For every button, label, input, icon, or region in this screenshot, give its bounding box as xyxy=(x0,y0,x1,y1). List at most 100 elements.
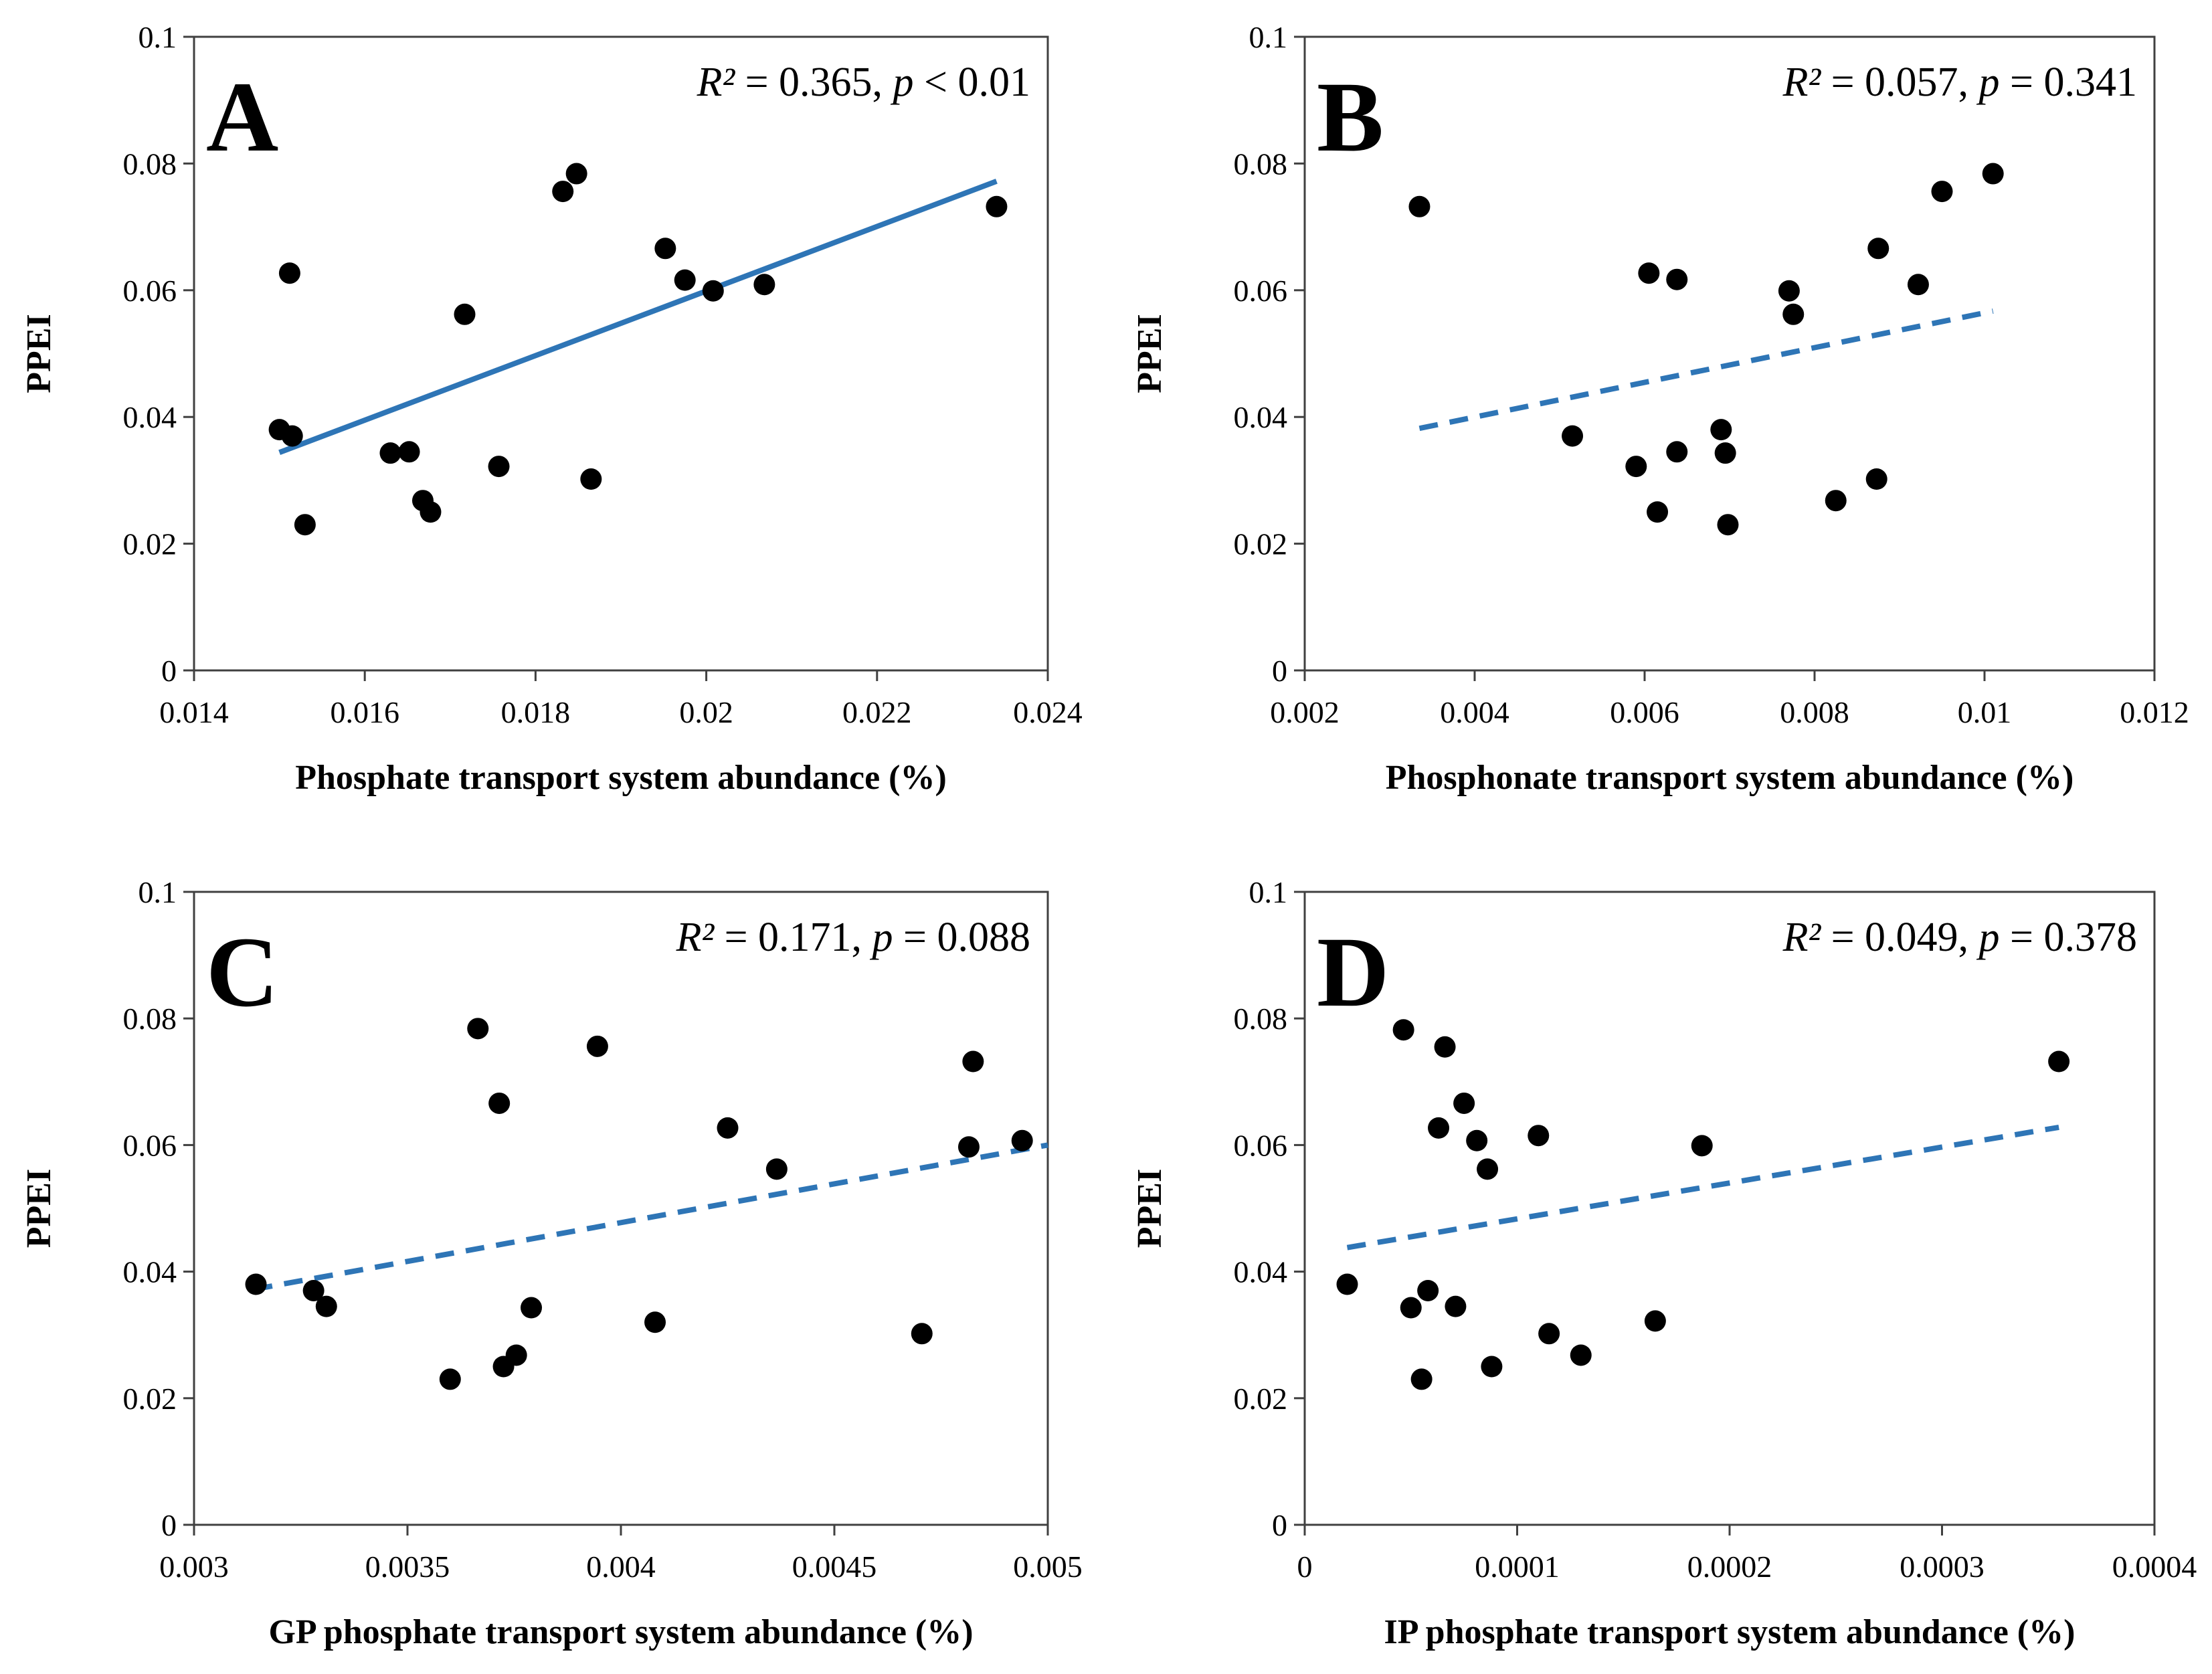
panel-label: D xyxy=(1317,917,1389,1028)
data-point xyxy=(674,269,696,291)
x-tick-label: 0.003 xyxy=(159,1550,229,1584)
stat-p-label: p xyxy=(870,915,893,960)
data-point xyxy=(580,468,602,490)
data-point xyxy=(488,456,510,478)
data-point xyxy=(986,195,1008,217)
data-point xyxy=(1336,1273,1358,1295)
data-point xyxy=(911,1323,933,1345)
plot-frame xyxy=(1303,891,2156,1526)
x-axis-title: Phosphate transport system abundance (%) xyxy=(295,759,947,797)
data-point xyxy=(1638,262,1660,284)
data-point xyxy=(488,1092,511,1114)
data-point xyxy=(1710,419,1732,441)
stat-p-label: p xyxy=(1976,60,2000,105)
y-tick-label: 0.08 xyxy=(1234,147,1288,181)
y-tick-label: 0.1 xyxy=(139,875,177,909)
x-axis-title: IP phosphate transport system abundance … xyxy=(1384,1613,2076,1651)
data-point xyxy=(521,1297,543,1319)
data-point xyxy=(1691,1135,1713,1157)
stat-p-label: p xyxy=(891,60,914,105)
x-tick-label: 0.01 xyxy=(1958,695,2012,729)
data-point xyxy=(1528,1125,1550,1147)
data-point xyxy=(586,1035,608,1057)
data-point xyxy=(1562,425,1584,447)
data-point xyxy=(1538,1323,1560,1345)
stat-p-label: p xyxy=(1976,915,2000,960)
data-point xyxy=(1647,501,1669,523)
panel-label: A xyxy=(206,62,278,173)
y-tick-label: 0.1 xyxy=(139,20,177,54)
data-point xyxy=(302,1279,325,1301)
data-point xyxy=(1782,303,1805,325)
data-point xyxy=(420,501,442,523)
x-tick-label: 0.004 xyxy=(1440,695,1509,729)
data-point xyxy=(552,181,574,203)
plot-frame xyxy=(1303,35,2156,672)
data-point xyxy=(1417,1279,1439,1301)
panel-c: 0 0.02 0.04 0.06 0.08 0.1 0.003 0.0035 0.004 0.00… xyxy=(20,875,1083,1651)
x-tick-label: 0.0001 xyxy=(1475,1550,1560,1584)
data-point xyxy=(717,1117,739,1139)
stat-r2-label: R² xyxy=(1782,915,1822,960)
x-axis-title: Phosphonate transport system abundance (… xyxy=(1386,759,2074,797)
y-tick-label: 0 xyxy=(1272,654,1287,688)
y-tick-label: 0.1 xyxy=(1249,875,1288,909)
stat-r2-value: = 0.365, xyxy=(735,60,893,105)
trendline xyxy=(278,179,998,455)
x-tick-label: 0.006 xyxy=(1610,695,1679,729)
data-point xyxy=(1714,442,1736,464)
y-tick-label: 0.1 xyxy=(1249,20,1288,54)
x-tick-label: 0 xyxy=(1297,1550,1313,1584)
stat-r2-label: R² xyxy=(697,60,736,105)
stat-p-value: < 0.01 xyxy=(914,60,1030,105)
y-tick-label: 0 xyxy=(1272,1508,1287,1542)
data-point xyxy=(1644,1310,1666,1332)
x-tick-label: 0.0035 xyxy=(365,1550,450,1584)
stat-r2-value: = 0.057, xyxy=(1821,60,1978,105)
x-axis-title: GP phosphate transport system abundance … xyxy=(268,1613,973,1651)
y-tick-label: 0.06 xyxy=(123,1128,177,1162)
plot-frame xyxy=(193,35,1049,672)
data-point xyxy=(654,238,676,260)
x-tick-label: 0.02 xyxy=(679,695,733,729)
x-tick-label: 0.022 xyxy=(842,695,912,729)
y-tick-label: 0 xyxy=(161,1508,177,1542)
data-point xyxy=(1428,1117,1450,1139)
data-point xyxy=(1477,1158,1499,1180)
data-point xyxy=(1466,1129,1488,1151)
data-point xyxy=(765,1158,788,1180)
data-point xyxy=(1400,1297,1422,1319)
data-point xyxy=(957,1136,980,1158)
data-point xyxy=(1778,280,1800,302)
x-tick-label: 0.012 xyxy=(2120,695,2189,729)
y-tick-label: 0.02 xyxy=(1234,527,1288,561)
data-point xyxy=(1625,456,1647,478)
y-tick-label: 0.08 xyxy=(123,147,177,181)
data-point xyxy=(1434,1036,1456,1058)
y-tick-label: 0.02 xyxy=(123,527,177,561)
y-tick-label: 0.04 xyxy=(123,1255,177,1289)
data-point xyxy=(1011,1129,1033,1151)
panel-label: C xyxy=(206,917,278,1028)
x-tick-label: 0.004 xyxy=(586,1550,656,1584)
x-tick-label: 0.008 xyxy=(1780,695,1849,729)
data-point xyxy=(1410,1368,1433,1390)
y-tick-label: 0.08 xyxy=(123,1002,177,1036)
data-point xyxy=(1392,1019,1414,1041)
data-point xyxy=(379,442,401,464)
data-point xyxy=(2048,1050,2070,1073)
data-point xyxy=(1982,163,2004,185)
y-tick-label: 0.06 xyxy=(1234,274,1288,308)
data-point xyxy=(1453,1092,1475,1114)
stat-p-value: = 0.088 xyxy=(893,915,1030,960)
trendline xyxy=(253,1142,1048,1293)
x-tick-label: 0.0004 xyxy=(2112,1550,2197,1584)
x-tick-label: 0.0003 xyxy=(1900,1550,1985,1584)
data-point xyxy=(1867,238,1890,260)
stat-p-value: = 0.341 xyxy=(2000,60,2137,105)
data-point xyxy=(1717,514,1739,536)
data-point xyxy=(467,1018,489,1040)
data-point xyxy=(1481,1356,1503,1378)
y-axis-title: PPEI xyxy=(1131,1169,1169,1248)
y-tick-label: 0.04 xyxy=(1234,1255,1288,1289)
